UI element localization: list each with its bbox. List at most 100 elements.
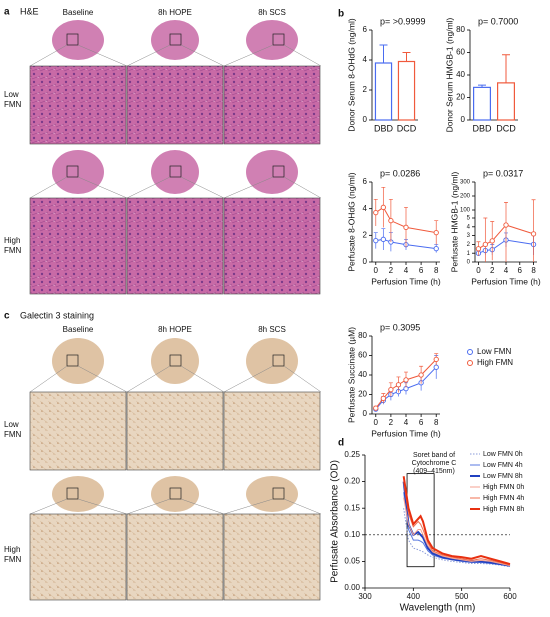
- y-tick-label: 300: [460, 180, 471, 186]
- x-tick-label: 4: [504, 266, 509, 275]
- error-bar: [402, 52, 411, 62]
- legend-label: Low FMN: [477, 347, 511, 356]
- x-tick-label: 2: [490, 266, 495, 275]
- data-point: [373, 210, 379, 216]
- x-tick-label: 0: [476, 266, 481, 275]
- micrograph: [223, 197, 321, 295]
- zoom-line: [283, 498, 322, 515]
- data-point: [380, 236, 386, 242]
- legend-label: High FMN: [477, 358, 513, 367]
- y-tick-label: 6: [363, 25, 368, 34]
- legend-label: High FMN 0h: [483, 484, 524, 491]
- series-line: [403, 492, 511, 567]
- x-tick-label: 400: [407, 592, 421, 601]
- x-tick-label: 6: [518, 266, 523, 275]
- data-point: [433, 356, 439, 363]
- column-header: Baseline: [63, 325, 94, 334]
- error-bar: [379, 44, 388, 63]
- zoom-line: [223, 176, 274, 199]
- zoom-line: [180, 365, 225, 393]
- y-tick-label: 6: [363, 177, 368, 186]
- error-bar: [502, 54, 510, 83]
- micrograph: [29, 197, 127, 295]
- x-tick-label: 2: [389, 418, 394, 427]
- series-line: [403, 481, 511, 566]
- zoom-box: [272, 487, 285, 500]
- x-tick-label: 4: [404, 266, 409, 275]
- zoom-line: [126, 365, 171, 393]
- y-tick-label: 20: [358, 390, 367, 399]
- tissue-thumbnail: [246, 338, 298, 384]
- zoom-line: [180, 498, 225, 515]
- zoom-box: [169, 487, 182, 500]
- error-bar: [483, 217, 488, 262]
- data-point: [380, 395, 386, 402]
- legend-marker: [467, 349, 473, 355]
- y-tick-label: 60: [358, 351, 367, 360]
- y-tick-label: 0.15: [344, 503, 360, 512]
- micrograph: [29, 65, 127, 145]
- column-header: 8h SCS: [258, 325, 286, 334]
- column-header: Baseline: [63, 8, 94, 17]
- y-axis-label: Perfusate Absorbance (OD): [330, 460, 341, 583]
- x-axis-label: Perfusion Time (h): [371, 428, 441, 438]
- row-label: High FMN: [4, 236, 22, 255]
- data-point: [475, 246, 482, 252]
- y-tick-label: 0.25: [344, 450, 360, 459]
- y-tick-label: 200: [460, 194, 471, 200]
- data-point: [489, 238, 495, 244]
- panel-title: H&E: [20, 6, 39, 16]
- tissue-thumbnail: [246, 20, 298, 60]
- x-tick-label: 300: [358, 592, 372, 601]
- zoom-line: [77, 365, 128, 393]
- row-label: High FMN: [4, 545, 22, 564]
- zoom-line: [126, 176, 171, 199]
- data-point: [388, 386, 394, 393]
- legend-label: Low FMN 8h: [483, 473, 523, 480]
- column-header: 8h HOPE: [158, 325, 192, 334]
- y-tick-label: 4: [467, 224, 471, 230]
- data-point: [403, 377, 409, 383]
- zoom-line: [29, 176, 68, 199]
- p-value: p= 0.0286: [380, 168, 420, 178]
- zoom-line: [223, 44, 274, 67]
- y-tick-label: 100: [460, 208, 471, 214]
- tissue-thumbnail: [151, 150, 199, 194]
- error-bar: [504, 202, 508, 262]
- micrograph: [29, 391, 127, 471]
- zoom-box: [272, 33, 285, 46]
- zoom-line: [283, 176, 322, 199]
- micrograph: [126, 197, 224, 295]
- y-tick-label: 40: [456, 70, 465, 79]
- zoom-line: [223, 498, 274, 515]
- row-label: Low FMN: [4, 420, 22, 439]
- legend-label: High FMN 8h: [483, 506, 524, 513]
- micrograph: [223, 65, 321, 145]
- y-axis-label: Perfusate HMGB-1 (ng/ml): [449, 172, 459, 273]
- x-tick-label: DBD: [472, 123, 492, 133]
- y-tick-label: 5: [467, 216, 471, 222]
- bar: [397, 60, 416, 121]
- x-tick-label: DCD: [496, 123, 516, 133]
- y-tick-label: 80: [358, 331, 367, 340]
- series-line: [402, 476, 511, 566]
- row-label: Low FMN: [4, 90, 22, 109]
- column-header: 8h SCS: [258, 8, 286, 17]
- data-point: [530, 231, 537, 237]
- y-tick-label: 40: [358, 370, 367, 379]
- zoom-line: [180, 44, 225, 67]
- x-tick-label: 2: [389, 266, 394, 275]
- x-tick-label: 8: [434, 266, 439, 275]
- x-axis-label: Perfusion Time (h): [471, 276, 541, 286]
- x-tick-label: 8: [434, 418, 439, 427]
- panel-label: d: [338, 438, 344, 449]
- zoom-line: [283, 365, 322, 393]
- bar: [473, 86, 492, 121]
- error-bar: [478, 84, 486, 88]
- tissue-thumbnail: [151, 20, 199, 60]
- legend-label: High FMN 4h: [483, 495, 524, 502]
- panel-label: b: [338, 9, 344, 20]
- data-point: [418, 372, 424, 378]
- zoom-box: [169, 33, 182, 46]
- x-axis-label: Wavelength (nm): [400, 603, 476, 614]
